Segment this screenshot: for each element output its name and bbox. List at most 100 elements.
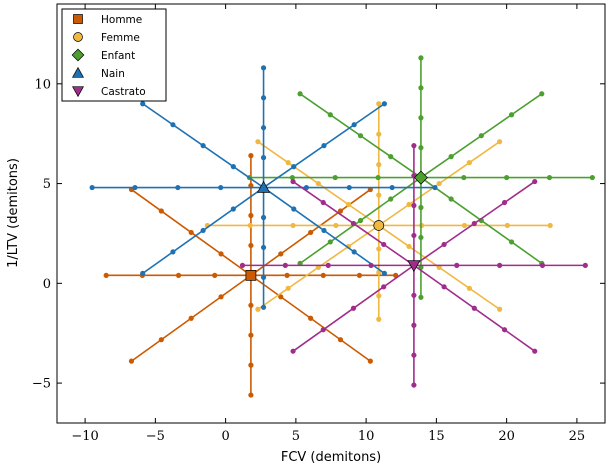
- data-point: [325, 262, 331, 268]
- data-point: [350, 220, 357, 227]
- data-point: [411, 292, 417, 298]
- series-layer: [89, 55, 595, 398]
- data-point: [248, 332, 254, 338]
- data-point: [448, 196, 454, 202]
- data-point: [375, 174, 381, 181]
- data-point: [532, 178, 538, 185]
- data-point: [337, 208, 344, 214]
- data-point: [200, 227, 206, 234]
- tick-labels: −10 −5 0 5 10 15 20 25 −5 0 5 10: [32, 77, 585, 444]
- data-point: [539, 262, 546, 268]
- data-point: [285, 160, 291, 166]
- data-point: [218, 294, 224, 300]
- data-point: [418, 85, 424, 91]
- data-point: [381, 101, 387, 107]
- data-point: [103, 272, 109, 278]
- data-point: [337, 337, 344, 343]
- data-point: [376, 101, 382, 107]
- data-point: [247, 222, 253, 229]
- data-point: [188, 229, 194, 236]
- data-point: [448, 154, 454, 160]
- data-point: [248, 212, 254, 219]
- legend-label: Femme: [101, 32, 140, 44]
- data-point: [175, 272, 182, 278]
- legend: Homme Femme Enfant Nain Castrato: [61, 8, 167, 102]
- data-point: [501, 199, 508, 206]
- data-point: [432, 184, 438, 191]
- data-point: [332, 174, 338, 181]
- data-point: [532, 348, 538, 354]
- y-axis-label: 1/LTV (demitons): [6, 158, 21, 268]
- data-point: [497, 139, 503, 145]
- data-point: [381, 284, 387, 290]
- x-tick-label: −5: [146, 429, 165, 444]
- center-marker-homme: [245, 270, 257, 281]
- data-point: [248, 302, 254, 308]
- data-point: [441, 241, 447, 248]
- data-point: [411, 202, 417, 209]
- legend-item: Femme: [73, 32, 140, 44]
- data-point: [248, 362, 254, 368]
- data-point: [321, 143, 327, 149]
- data-point: [478, 133, 484, 139]
- data-point: [411, 382, 417, 388]
- data-point: [466, 160, 473, 166]
- center-marker-femme: [373, 220, 385, 231]
- data-point: [200, 143, 206, 149]
- y-tick-label: 0: [43, 277, 51, 292]
- data-point: [308, 229, 314, 236]
- data-point: [218, 251, 224, 257]
- data-point: [357, 133, 364, 139]
- data-point: [278, 294, 284, 300]
- data-point: [248, 242, 254, 249]
- data-point: [255, 139, 261, 145]
- data-point: [315, 180, 321, 187]
- center-marker-nain: [256, 180, 271, 193]
- data-point: [471, 305, 477, 311]
- series-femme: [204, 101, 553, 322]
- data-point: [140, 270, 146, 276]
- data-point: [589, 174, 595, 181]
- data-point: [389, 184, 395, 191]
- data-point: [170, 249, 176, 255]
- data-point: [411, 322, 417, 328]
- data-point: [504, 222, 510, 229]
- data-point: [212, 272, 218, 278]
- series-nain: [89, 65, 438, 310]
- legend-label: Nain: [101, 68, 125, 80]
- legend-marker-enfant: [71, 48, 85, 62]
- data-point: [546, 174, 553, 181]
- data-point: [321, 227, 327, 234]
- data-point: [381, 270, 387, 276]
- legend-marker-castrato: [72, 86, 84, 98]
- data-point: [320, 199, 326, 206]
- data-point: [508, 239, 515, 245]
- x-axis-label: FCV (demitons): [281, 450, 381, 465]
- data-point: [278, 251, 284, 257]
- center-marker-enfant: [413, 170, 428, 185]
- data-point: [260, 125, 267, 131]
- data-point: [291, 206, 297, 212]
- data-point: [333, 222, 339, 229]
- data-point: [170, 122, 176, 128]
- data-point: [376, 162, 382, 168]
- data-point: [508, 112, 515, 118]
- data-point: [260, 244, 267, 251]
- legend-item: Homme: [73, 14, 142, 26]
- data-point: [418, 145, 424, 151]
- data-point: [539, 91, 545, 97]
- legend-label: Castrato: [101, 86, 146, 98]
- data-point: [132, 184, 138, 191]
- data-point: [411, 143, 417, 149]
- data-point: [406, 243, 412, 250]
- data-point: [406, 201, 412, 208]
- data-point: [411, 232, 417, 239]
- data-point: [260, 65, 267, 71]
- center-marker-castrato: [407, 260, 421, 273]
- data-point: [376, 192, 382, 198]
- data-point: [230, 206, 236, 212]
- data-point: [284, 272, 290, 278]
- data-point: [376, 246, 382, 252]
- data-point: [351, 122, 357, 128]
- series-castrato: [239, 143, 588, 388]
